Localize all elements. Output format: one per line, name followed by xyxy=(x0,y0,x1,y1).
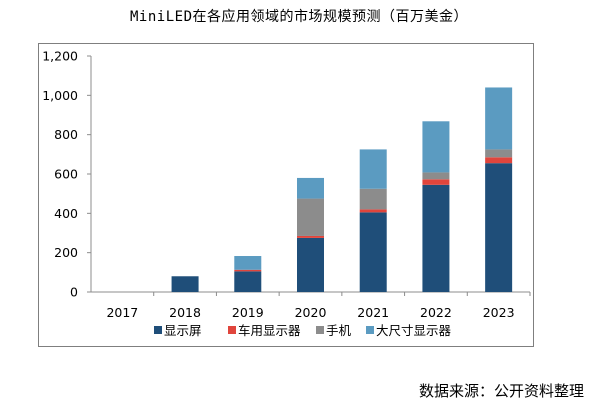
bar-segment xyxy=(485,163,513,292)
legend-label: 车用显示器 xyxy=(238,323,301,338)
bar-segment xyxy=(297,235,324,238)
bar-segment xyxy=(485,157,513,164)
legend-swatch xyxy=(316,326,324,334)
y-tick-label: 0 xyxy=(70,285,78,300)
y-tick-label: 200 xyxy=(54,245,78,260)
bar-segment xyxy=(422,184,450,292)
legend-swatch xyxy=(228,326,236,334)
legend-label: 显示屏 xyxy=(164,323,202,338)
bar-segment xyxy=(485,149,513,158)
legend-swatch xyxy=(366,326,374,334)
data-source-note: 数据来源：公开资料整理 xyxy=(418,382,584,400)
bar-segment xyxy=(422,121,450,173)
bar-segment xyxy=(297,177,324,199)
legend-label: 大尺寸显示器 xyxy=(376,323,452,338)
bar-segment xyxy=(359,149,387,189)
x-tick-label: 2018 xyxy=(169,305,201,320)
bar-segment xyxy=(359,188,387,210)
y-tick-label: 400 xyxy=(54,206,78,221)
bar-segment xyxy=(485,87,513,150)
x-tick-label: 2017 xyxy=(106,305,138,320)
bar-segment xyxy=(234,271,262,292)
bar-segment xyxy=(297,237,324,292)
chart-title: MiniLED在各应用领域的市场规模预测（百万美金） xyxy=(130,9,468,25)
y-tick-label: 1,000 xyxy=(42,88,78,103)
y-tick-label: 800 xyxy=(54,127,78,142)
x-tick-label: 2022 xyxy=(420,305,452,320)
y-tick-label: 600 xyxy=(54,167,78,182)
legend-swatch xyxy=(154,326,162,334)
bar-segment xyxy=(422,179,450,185)
x-tick-label: 2021 xyxy=(357,305,389,320)
bar-segment xyxy=(234,269,262,272)
y-tick-label: 1,200 xyxy=(42,49,78,64)
bar-segment xyxy=(359,209,387,213)
bar-segment xyxy=(422,172,450,180)
bar-segment xyxy=(359,212,387,292)
x-tick-label: 2023 xyxy=(483,305,515,320)
x-tick-label: 2020 xyxy=(295,305,327,320)
x-tick-label: 2019 xyxy=(232,305,264,320)
bar-segment xyxy=(234,256,262,270)
chart-frame xyxy=(38,43,534,347)
bar-segment xyxy=(171,276,199,292)
bar-segment xyxy=(297,198,324,236)
legend-label: 手机 xyxy=(326,323,352,338)
